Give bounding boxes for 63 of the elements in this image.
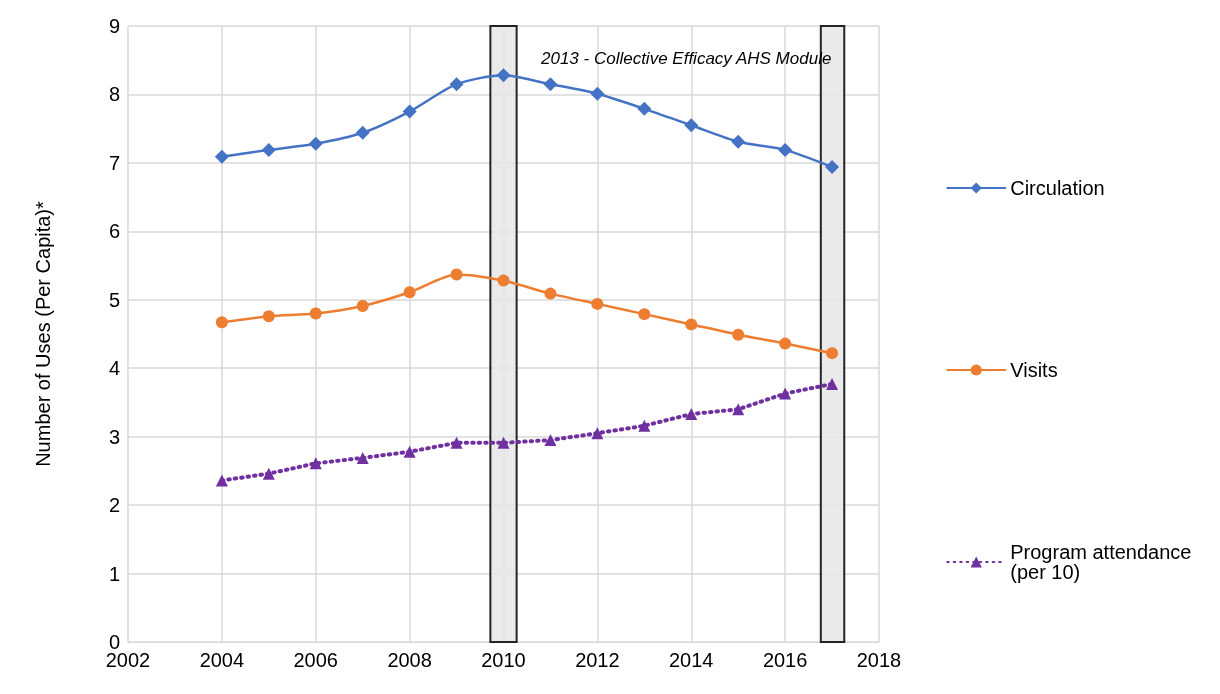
point bbox=[309, 457, 322, 470]
y-tick-label: 3 bbox=[108, 425, 120, 448]
point bbox=[403, 445, 416, 458]
point bbox=[544, 287, 557, 300]
x-tick-label: 2010 bbox=[481, 649, 526, 671]
y-tick-label: 9 bbox=[108, 15, 120, 37]
point bbox=[215, 316, 228, 329]
point bbox=[214, 149, 229, 164]
point bbox=[732, 328, 745, 341]
x-tick-label: 2012 bbox=[575, 649, 620, 671]
point bbox=[685, 318, 698, 331]
point bbox=[497, 274, 510, 287]
y-tick-label: 8 bbox=[108, 83, 120, 106]
point bbox=[779, 387, 792, 400]
legend-label: Circulation bbox=[1010, 177, 1105, 199]
y-tick-label: 6 bbox=[108, 220, 120, 243]
point bbox=[355, 125, 370, 140]
y-axis-title: Number of Uses (Per Capita)* bbox=[32, 200, 54, 467]
point bbox=[826, 347, 839, 360]
point bbox=[497, 436, 510, 449]
point bbox=[731, 134, 746, 149]
x-tick-label: 2008 bbox=[387, 649, 432, 671]
y-tick-label: 7 bbox=[108, 151, 120, 174]
y-tick-label: 2 bbox=[108, 494, 120, 517]
x-tick-label: 2004 bbox=[199, 649, 245, 671]
y-tick-label: 4 bbox=[108, 357, 120, 380]
point bbox=[309, 307, 322, 320]
point bbox=[496, 68, 511, 83]
y-tick-label: 1 bbox=[108, 562, 120, 585]
point bbox=[638, 419, 651, 432]
x-tick-label: 2018 bbox=[856, 649, 902, 671]
legend-label: Program attendance (per 10) bbox=[1010, 541, 1197, 583]
point bbox=[544, 434, 557, 447]
point bbox=[262, 310, 275, 323]
y-tick-label: 5 bbox=[108, 288, 120, 311]
legend-label: Visits bbox=[1010, 359, 1058, 381]
x-tick-label: 2014 bbox=[669, 649, 714, 671]
point bbox=[356, 299, 369, 312]
point bbox=[215, 474, 228, 487]
point bbox=[826, 377, 839, 390]
point bbox=[638, 308, 651, 321]
point bbox=[261, 142, 276, 157]
point bbox=[825, 160, 840, 174]
point bbox=[402, 104, 417, 119]
x-tick-label: 2006 bbox=[293, 649, 338, 671]
point bbox=[591, 297, 604, 310]
point bbox=[450, 268, 463, 281]
point bbox=[450, 436, 463, 449]
point bbox=[543, 77, 558, 92]
point bbox=[356, 451, 369, 464]
point bbox=[732, 403, 745, 416]
point bbox=[637, 101, 652, 116]
point bbox=[684, 118, 699, 133]
point bbox=[262, 467, 275, 480]
point bbox=[590, 86, 605, 101]
point bbox=[779, 337, 792, 350]
point bbox=[449, 77, 464, 92]
point bbox=[685, 408, 698, 421]
point bbox=[308, 136, 323, 151]
point bbox=[403, 286, 416, 299]
x-tick-label: 2016 bbox=[762, 649, 808, 671]
point bbox=[591, 427, 604, 440]
point bbox=[778, 142, 793, 157]
